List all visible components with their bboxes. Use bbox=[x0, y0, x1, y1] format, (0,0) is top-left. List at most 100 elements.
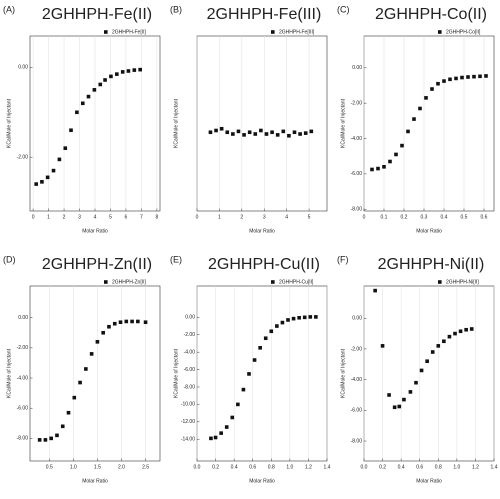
marker bbox=[442, 79, 446, 83]
y-axis-label: KCal/Mole of Injectant bbox=[6, 348, 12, 398]
y-tick-label: -2.00 bbox=[184, 332, 196, 338]
marker bbox=[95, 340, 100, 344]
y-axis-label: KCal/Mole of Injectant bbox=[6, 98, 12, 148]
marker bbox=[236, 129, 241, 134]
panel: (C) 2GHHPH-Co(II) 0 0.1 0.2 0.3 0.4 0.5 0.6 0.00 -… bbox=[337, 4, 495, 234]
marker bbox=[442, 339, 446, 344]
marker bbox=[247, 372, 251, 376]
y-axis-label: KCal/Mole of Injectant bbox=[173, 348, 179, 398]
x-axis-label: Molar Ratio bbox=[416, 478, 442, 484]
marker bbox=[51, 168, 56, 173]
marker bbox=[98, 82, 103, 87]
x-axis-label: Molar Ratio bbox=[82, 478, 108, 484]
marker bbox=[66, 410, 71, 415]
x-tick-label: 0 bbox=[196, 214, 199, 220]
chart-title: 2GHHPH-Ni(II) bbox=[378, 256, 485, 273]
marker bbox=[124, 319, 129, 324]
marker bbox=[138, 67, 142, 72]
y-tick-label: -8.00 bbox=[184, 384, 196, 390]
y-tick-label: -6.00 bbox=[351, 408, 363, 414]
marker bbox=[287, 133, 291, 138]
legend-marker bbox=[104, 30, 108, 34]
marker bbox=[43, 438, 48, 442]
x-tick-label: 0.6 bbox=[416, 464, 423, 470]
marker bbox=[92, 88, 97, 92]
panel-letter: (C) bbox=[337, 4, 350, 14]
marker bbox=[394, 152, 398, 157]
y-tick-label: -12.00 bbox=[181, 419, 195, 425]
marker bbox=[291, 316, 296, 321]
marker bbox=[40, 180, 44, 184]
panel-letter: (E) bbox=[170, 254, 182, 264]
x-tick-label: 4 bbox=[94, 214, 97, 220]
marker bbox=[231, 132, 235, 136]
marker bbox=[408, 390, 413, 394]
marker bbox=[388, 159, 392, 164]
x-tick-label: 1 bbox=[218, 214, 221, 220]
y-tick-label: -8.00 bbox=[351, 207, 363, 213]
x-axis-label: Molar Ratio bbox=[249, 228, 275, 234]
marker bbox=[414, 380, 418, 385]
x-tick-label: 0.0 bbox=[194, 464, 201, 470]
marker bbox=[424, 96, 428, 100]
marker bbox=[37, 438, 42, 442]
marker bbox=[436, 344, 441, 348]
marker bbox=[286, 318, 290, 322]
y-axis-label: KCal/Mole of Injectant bbox=[173, 98, 179, 148]
legend-label: 2GHHPH-Fe[III] bbox=[279, 29, 315, 35]
x-tick-label: 2 bbox=[240, 214, 243, 220]
marker bbox=[130, 319, 134, 324]
marker bbox=[454, 76, 458, 81]
marker bbox=[466, 75, 470, 79]
x-tick-label: 0.4 bbox=[231, 464, 238, 470]
marker bbox=[219, 431, 223, 435]
y-tick-label: 0.00 bbox=[352, 316, 362, 322]
y-tick-label: -2.00 bbox=[17, 154, 29, 160]
y-tick-label: -8.00 bbox=[351, 438, 363, 444]
legend-marker bbox=[438, 280, 442, 284]
marker bbox=[34, 182, 38, 186]
marker bbox=[120, 70, 125, 74]
x-tick-label: 0.8 bbox=[268, 464, 275, 470]
x-tick-label: 3 bbox=[78, 214, 81, 220]
marker bbox=[132, 68, 137, 72]
marker bbox=[436, 81, 440, 86]
panel: (A) 2GHHPH-Fe(II) 0 1 2 3 4 5 6 7 8 0.00 -2.00 Molar … bbox=[3, 4, 161, 234]
marker bbox=[400, 143, 404, 148]
marker bbox=[270, 130, 274, 135]
marker bbox=[112, 321, 117, 326]
marker bbox=[101, 330, 105, 335]
y-tick-label: 0.00 bbox=[18, 315, 28, 321]
marker bbox=[143, 320, 148, 325]
x-tick-label: 2.0 bbox=[118, 464, 125, 470]
marker bbox=[458, 329, 463, 334]
marker bbox=[263, 336, 268, 341]
x-tick-label: 0 bbox=[32, 214, 35, 220]
marker bbox=[430, 350, 435, 354]
marker bbox=[418, 106, 422, 111]
marker bbox=[275, 133, 280, 137]
marker bbox=[472, 74, 476, 79]
panel: (B) 2GHHPH-Fe(III) 0 1 2 3 4 5 Molar Ratio KCal/M… bbox=[170, 4, 328, 234]
marker bbox=[314, 315, 318, 319]
marker bbox=[259, 128, 263, 133]
marker bbox=[397, 404, 402, 409]
marker bbox=[72, 395, 77, 400]
panel-letter: (D) bbox=[3, 254, 16, 264]
marker bbox=[292, 130, 297, 135]
marker bbox=[57, 157, 62, 162]
marker bbox=[241, 387, 246, 392]
chart-title: 2GHHPH-Fe(III) bbox=[207, 6, 322, 23]
marker bbox=[209, 436, 213, 441]
y-tick-label: -4.00 bbox=[184, 349, 196, 355]
legend-label: 2GHHPH-Fe[II] bbox=[112, 29, 147, 35]
x-tick-label: 0.5 bbox=[461, 214, 468, 220]
x-tick-label: 0.4 bbox=[441, 214, 448, 220]
marker bbox=[213, 435, 218, 440]
marker bbox=[297, 315, 301, 320]
marker bbox=[453, 331, 457, 336]
chart-title: 2GHHPH-Cu(II) bbox=[208, 256, 320, 273]
y-tick-label: -14.00 bbox=[181, 437, 195, 443]
y-tick-label: -6.00 bbox=[351, 171, 363, 177]
